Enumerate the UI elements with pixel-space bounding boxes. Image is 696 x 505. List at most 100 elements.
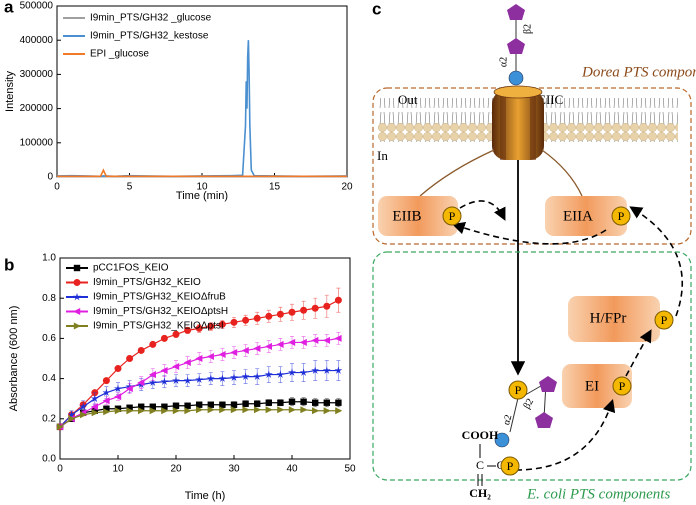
marker: [230, 406, 238, 414]
ei-box: [562, 364, 632, 408]
fructose: [507, 4, 525, 20]
marker: [264, 370, 273, 378]
y-tick-label: 0.4: [42, 373, 56, 384]
eiia-box: [545, 196, 627, 236]
legend-label: I9min_PTS/GH32_KEIOΔptsI: [93, 321, 224, 332]
x-tick-label: 0: [54, 182, 60, 193]
legend-marker: [73, 292, 81, 301]
marker: [230, 401, 238, 408]
marker: [288, 338, 296, 346]
marker: [114, 405, 122, 412]
y-tick-label: 0.2: [42, 413, 56, 424]
marker: [311, 336, 319, 344]
y-axis-label: Intensity: [4, 71, 16, 112]
marker: [253, 344, 261, 352]
ei-label: EI: [585, 378, 599, 394]
marker: [195, 324, 203, 332]
legend-label: I9min_PTS/GH32_KEIOΔptsH: [93, 306, 228, 317]
x-axis-label: Time (min): [176, 190, 228, 202]
marker: [276, 340, 284, 348]
marker: [114, 384, 122, 393]
panel-label: c: [372, 0, 381, 18]
marker: [241, 372, 250, 380]
marker: [299, 368, 308, 376]
legend-label: I9min_PTS/GH32 _glucose: [90, 13, 212, 24]
legend-marker: [73, 279, 81, 286]
marker: [265, 406, 273, 414]
marker: [183, 359, 191, 367]
glucose: [508, 70, 524, 86]
linker: [541, 149, 583, 197]
marker: [277, 406, 285, 414]
marker: [161, 403, 168, 410]
marker: [312, 407, 320, 415]
marker: [137, 346, 145, 354]
marker: [254, 406, 262, 414]
marker: [172, 402, 180, 409]
fructose: [535, 412, 553, 428]
x-tick-label: 0: [57, 464, 63, 475]
y-tick-label: 200000: [20, 103, 54, 114]
marker: [172, 376, 180, 384]
marker: [312, 399, 319, 406]
eiic-transporter: [492, 85, 544, 160]
marker: [288, 406, 296, 414]
marker: [126, 404, 133, 411]
marker: [207, 322, 215, 330]
marker: [148, 371, 156, 379]
x-tick-label: 50: [344, 464, 356, 475]
marker: [219, 406, 227, 414]
marker: [102, 377, 110, 385]
glycosidic-bond: [509, 397, 519, 433]
series-line: [57, 168, 347, 178]
marker: [265, 312, 273, 320]
marker: [230, 373, 238, 381]
marker: [91, 407, 98, 414]
marker: [184, 402, 191, 409]
y-tick-label: 0.0: [42, 454, 56, 465]
cooh-label: COOH: [462, 428, 499, 442]
marker: [323, 399, 330, 406]
carbon-label: C: [476, 458, 484, 472]
x-tick-label: 10: [196, 182, 208, 193]
marker: [241, 346, 249, 354]
phosphate-label: P: [618, 209, 625, 223]
transfer-arrow: [515, 398, 616, 471]
marker: [335, 399, 342, 406]
marker: [183, 376, 192, 384]
panel-label: a: [4, 0, 14, 16]
marker: [90, 394, 99, 403]
marker: [184, 326, 192, 334]
x-axis-label: Time (h): [185, 490, 226, 502]
y-tick-label: 100000: [20, 137, 54, 148]
marker: [149, 403, 156, 410]
out-label: Out: [398, 92, 418, 107]
marker: [195, 354, 203, 363]
marker: [218, 350, 226, 358]
phosphate-label: P: [449, 209, 456, 223]
marker: [103, 408, 111, 416]
marker: [172, 330, 180, 338]
marker: [323, 302, 331, 310]
series-line: [56, 40, 348, 178]
marker: [322, 366, 331, 374]
eiib-label: EIIB: [392, 208, 421, 224]
marker: [102, 388, 111, 397]
legend-label: I9min_PTS/GH32_KEIO: [93, 277, 201, 288]
glucose: [494, 432, 510, 448]
marker: [253, 372, 262, 380]
marker: [300, 306, 308, 314]
marker: [138, 403, 145, 410]
marker: [172, 407, 180, 415]
marker: [103, 405, 110, 412]
marker: [102, 397, 110, 405]
phosphate-label: P: [619, 379, 626, 393]
bond-label: α2: [501, 414, 514, 427]
y-tick-label: 500000: [20, 1, 54, 12]
marker: [126, 355, 134, 362]
marker: [311, 366, 320, 374]
marker: [148, 378, 157, 386]
marker: [230, 318, 238, 326]
marker: [68, 415, 76, 423]
